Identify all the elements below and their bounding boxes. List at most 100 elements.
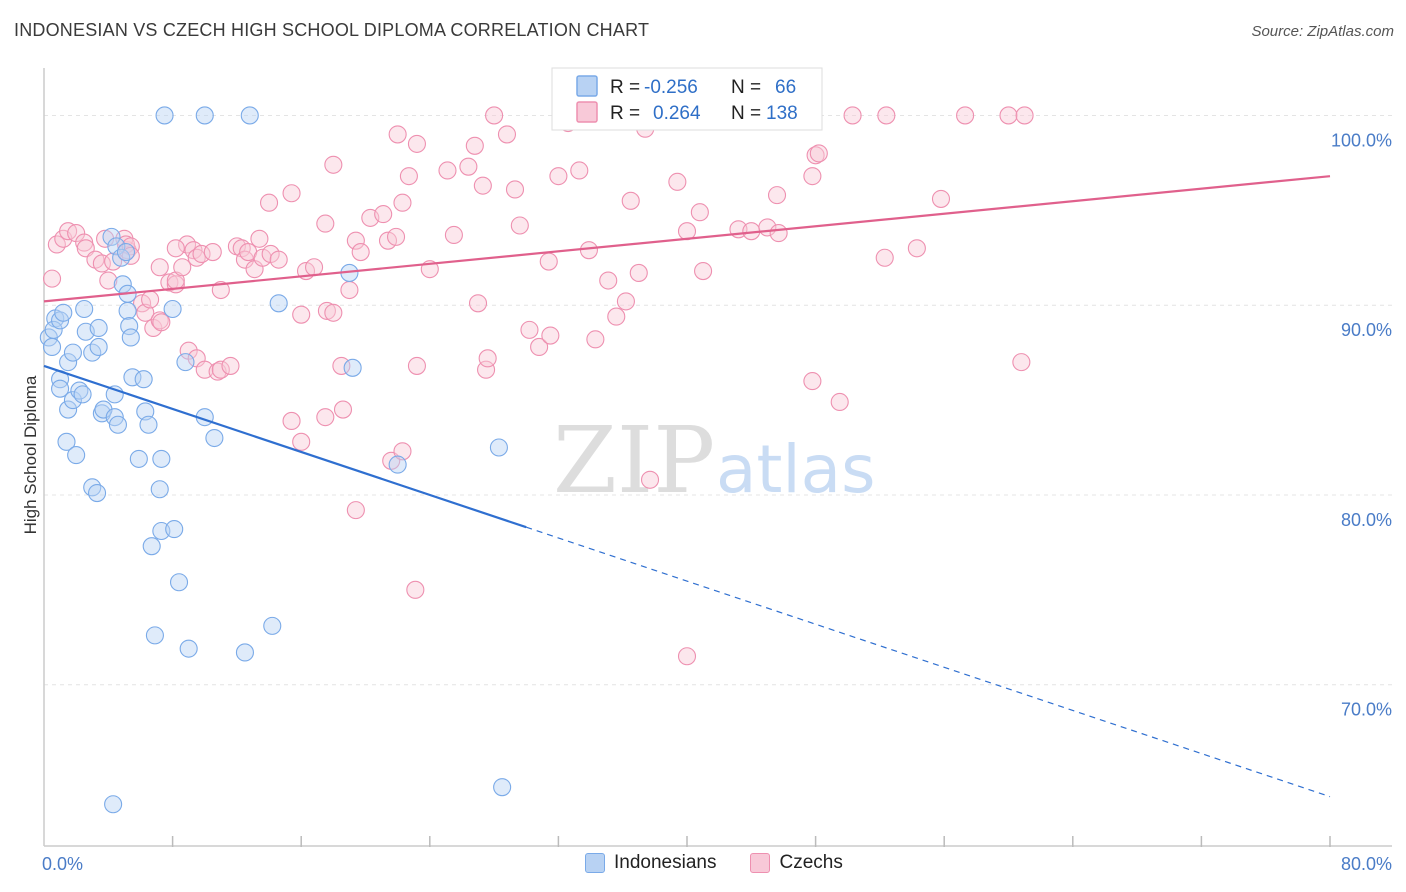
point-czechs xyxy=(166,239,185,258)
point-czechs xyxy=(843,106,862,125)
point-czechs xyxy=(399,167,418,186)
point-czechs xyxy=(282,184,301,203)
point-czechs xyxy=(459,157,478,176)
point-indonesians xyxy=(120,317,139,336)
point-indonesians xyxy=(102,227,121,246)
legend-n-label-1: N = xyxy=(731,77,761,98)
point-indonesians xyxy=(44,320,63,339)
point-czechs xyxy=(520,320,539,339)
point-indonesians xyxy=(54,303,73,322)
point-czechs xyxy=(473,176,492,195)
legend-r-czechs: 0.264 xyxy=(653,103,701,124)
point-czechs xyxy=(629,263,648,282)
point-czechs xyxy=(211,280,230,300)
chart-source: Source: ZipAtlas.com xyxy=(1251,23,1394,40)
point-indonesians xyxy=(134,370,153,389)
point-czechs xyxy=(830,392,849,412)
point-czechs xyxy=(769,224,788,243)
series-legend-czechs[interactable]: Czechs xyxy=(750,852,843,874)
watermark-zip: ZIP xyxy=(553,407,715,514)
point-indonesians xyxy=(235,643,254,662)
point-czechs xyxy=(477,360,496,379)
y-axis-label: High School Diploma xyxy=(21,375,40,534)
point-czechs xyxy=(42,269,62,288)
point-czechs xyxy=(407,356,426,375)
point-czechs xyxy=(621,191,640,210)
point-indonesians xyxy=(73,385,92,404)
point-indonesians xyxy=(75,299,94,319)
point-czechs xyxy=(809,144,828,163)
point-czechs xyxy=(141,290,160,309)
point-indonesians xyxy=(112,248,131,267)
point-czechs xyxy=(406,580,425,599)
trend-lines xyxy=(43,175,1331,798)
point-czechs xyxy=(317,301,336,320)
point-indonesians xyxy=(123,368,142,387)
correlation-legend: R = -0.256 N = 66 R = 0.264 N = 138 xyxy=(551,67,823,131)
point-czechs xyxy=(607,307,626,326)
legend-swatch-czechs-bottom xyxy=(750,853,771,873)
point-indonesians xyxy=(155,106,174,125)
point-czechs xyxy=(510,216,529,235)
legend-swatch-czechs xyxy=(576,101,598,123)
point-indonesians xyxy=(169,573,189,592)
point-indonesians xyxy=(176,353,195,372)
point-czechs xyxy=(316,408,335,427)
point-czechs xyxy=(324,155,343,174)
point-indonesians xyxy=(152,449,171,468)
point-czechs xyxy=(351,243,370,262)
point-indonesians xyxy=(269,294,288,313)
point-indonesians xyxy=(240,106,259,125)
point-czechs xyxy=(340,280,359,300)
point-czechs xyxy=(346,501,365,520)
point-czechs xyxy=(203,243,222,262)
point-czechs xyxy=(505,180,525,199)
point-czechs xyxy=(767,186,787,205)
axes xyxy=(43,68,1392,847)
legend-r-label-1: R = xyxy=(610,77,640,98)
point-czechs xyxy=(530,337,549,356)
point-indonesians xyxy=(83,478,102,497)
point-czechs xyxy=(99,271,118,290)
watermark: ZIP atlas xyxy=(553,407,876,514)
point-czechs xyxy=(393,442,412,461)
point-czechs xyxy=(136,303,155,322)
point-czechs xyxy=(677,647,697,666)
point-indonesians xyxy=(145,626,164,645)
point-czechs xyxy=(497,125,517,144)
point-czechs xyxy=(579,241,598,260)
point-indonesians xyxy=(205,428,224,448)
point-czechs xyxy=(465,136,484,155)
point-czechs xyxy=(388,125,407,144)
point-indonesians xyxy=(89,318,108,338)
y-tick-label: 80.0% xyxy=(1341,510,1392,530)
point-czechs xyxy=(407,134,426,153)
point-indonesians xyxy=(107,237,126,256)
point-czechs xyxy=(386,227,406,246)
series-legend: Indonesians Czechs xyxy=(585,852,843,874)
point-indonesians xyxy=(59,353,78,372)
point-indonesians xyxy=(51,379,70,398)
point-czechs xyxy=(539,252,558,271)
point-czechs xyxy=(541,326,560,345)
legend-r-label-2: R = xyxy=(610,103,640,124)
point-czechs xyxy=(282,411,301,430)
point-indonesians xyxy=(493,778,512,797)
point-indonesians xyxy=(142,537,161,556)
series-legend-indonesians[interactable]: Indonesians xyxy=(585,852,716,874)
point-czechs xyxy=(192,244,211,264)
point-indonesians xyxy=(163,299,182,319)
point-czechs xyxy=(152,313,171,332)
point-czechs xyxy=(211,360,230,379)
legend-n-label-2: N = xyxy=(731,103,761,124)
point-czechs xyxy=(250,229,269,248)
gridlines xyxy=(44,114,1392,686)
point-czechs xyxy=(259,193,279,212)
legend-n-indonesians: 66 xyxy=(775,77,796,98)
point-indonesians xyxy=(89,337,108,356)
point-indonesians xyxy=(57,432,76,451)
point-czechs xyxy=(150,258,169,277)
point-czechs xyxy=(1015,106,1034,125)
trend-line-indonesians-extension xyxy=(526,526,1331,798)
point-indonesians xyxy=(136,402,155,421)
